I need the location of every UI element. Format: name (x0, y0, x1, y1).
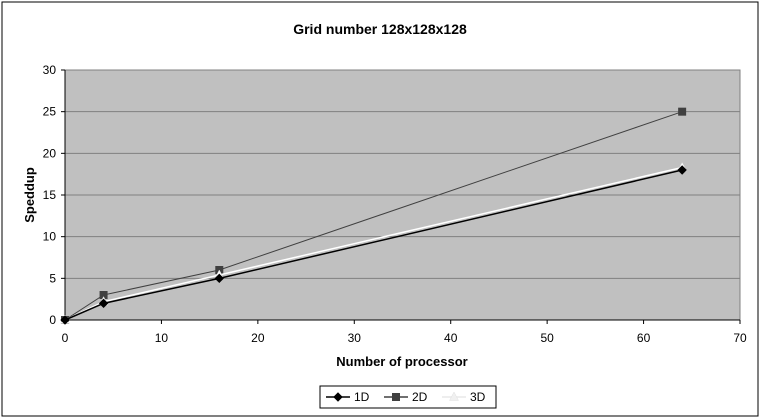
y-tick-label: 25 (43, 105, 57, 119)
series-line-1d (64, 169, 683, 321)
series-line-3d (64, 166, 683, 321)
y-tick-label: 10 (43, 230, 57, 244)
chart-title: Grid number 128x128x128 (293, 21, 467, 37)
y-axis-ticks: 0 5 10 15 20 25 30 (43, 63, 65, 327)
x-tick-label: 10 (155, 331, 169, 345)
gridlines (65, 69, 740, 279)
y-tick-label: 0 (49, 313, 56, 327)
x-tick-label: 30 (348, 331, 362, 345)
legend-marker-2d (392, 393, 400, 401)
x-tick-label: 60 (637, 331, 651, 345)
legend-label-3d: 3D (470, 390, 486, 404)
y-tick-label: 5 (49, 271, 56, 285)
data-point-1d (677, 165, 687, 175)
x-axis-title: Number of processor (336, 354, 467, 369)
legend-item-3d: 3D (442, 390, 486, 404)
data-point-1d (214, 273, 224, 284)
legend: 1D 2D 3D (326, 390, 486, 404)
x-tick-label: 20 (251, 331, 265, 345)
series-layer (60, 107, 688, 325)
data-point-1d (98, 298, 109, 309)
x-tick-label: 40 (444, 331, 458, 345)
series-1d (60, 165, 687, 325)
x-tick-label: 70 (733, 331, 747, 345)
series-line-2d (64, 111, 683, 321)
legend-label-2d: 2D (412, 390, 428, 404)
y-tick-label: 15 (43, 188, 57, 202)
legend-item-1d: 1D (326, 390, 370, 404)
legend-marker-3d (449, 391, 459, 401)
data-point-1d (60, 315, 70, 325)
data-point-2d (678, 107, 687, 116)
x-tick-label: 50 (540, 331, 554, 345)
y-axis-title: Speddup (22, 167, 37, 223)
x-axis-ticks: 0 10 20 30 40 50 60 70 (62, 320, 747, 345)
legend-item-2d: 2D (384, 390, 428, 404)
legend-marker-1d (333, 392, 343, 402)
x-tick-label: 0 (62, 331, 69, 345)
y-tick-label: 20 (43, 146, 57, 160)
legend-label-1d: 1D (354, 390, 370, 404)
y-tick-label: 30 (43, 63, 57, 77)
